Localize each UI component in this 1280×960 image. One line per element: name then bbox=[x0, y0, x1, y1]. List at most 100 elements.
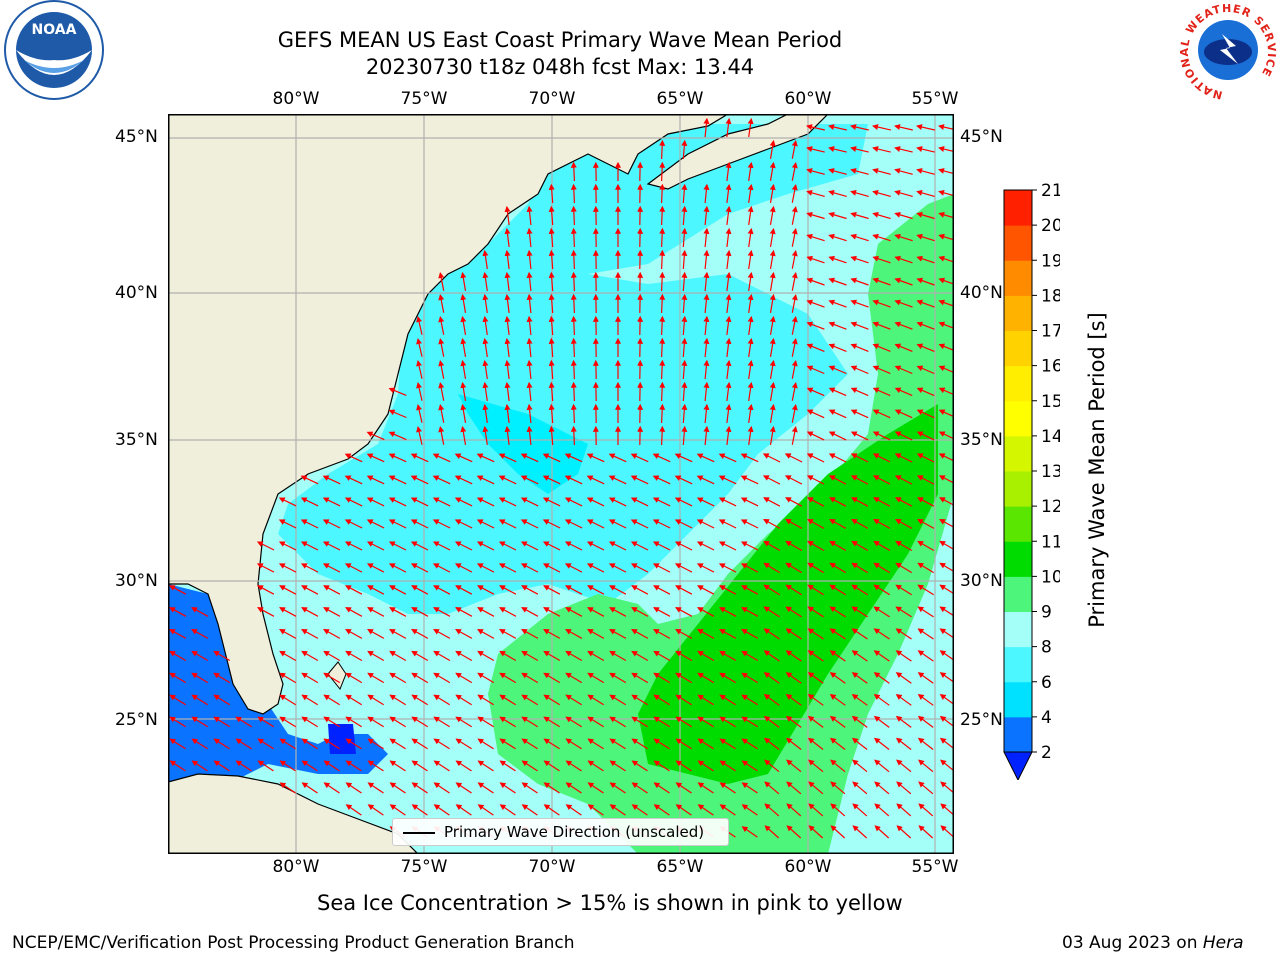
wave-direction-arrow bbox=[526, 293, 533, 314]
wave-direction-arrow bbox=[918, 825, 934, 839]
wave-direction-arrow bbox=[763, 519, 781, 529]
wave-direction-arrow bbox=[916, 277, 935, 286]
wave-direction-arrow bbox=[741, 650, 759, 662]
wave-direction-arrow bbox=[542, 541, 561, 551]
wave-direction-arrow bbox=[570, 381, 577, 402]
wave-direction-arrow bbox=[411, 738, 428, 750]
wave-direction-arrow bbox=[896, 825, 912, 839]
wave-direction-arrow bbox=[828, 475, 847, 485]
wave-direction-arrow bbox=[674, 563, 693, 573]
wave-direction-arrow bbox=[894, 321, 913, 330]
wave-direction-arrow bbox=[548, 381, 555, 402]
colorbar-bin bbox=[1004, 646, 1032, 683]
wave-direction-arrow bbox=[681, 183, 688, 204]
wave-direction-arrow bbox=[460, 381, 467, 401]
wave-direction-arrow bbox=[786, 825, 802, 839]
wave-direction-arrow bbox=[345, 716, 363, 728]
wave-direction-arrow bbox=[872, 409, 891, 419]
wave-direction-arrow bbox=[741, 716, 759, 728]
wave-direction-arrow bbox=[586, 519, 605, 529]
wave-direction-arrow bbox=[696, 541, 715, 551]
wave-direction-arrow bbox=[895, 693, 912, 706]
wave-direction-arrow bbox=[504, 425, 511, 445]
wave-direction-arrow bbox=[542, 497, 561, 507]
wave-direction-arrow bbox=[191, 738, 208, 750]
wave-direction-arrow bbox=[659, 293, 666, 314]
wave-direction-arrow bbox=[477, 716, 495, 728]
wave-direction-arrow bbox=[703, 381, 710, 402]
wave-direction-arrow bbox=[366, 453, 385, 463]
wave-direction-arrow bbox=[520, 453, 539, 463]
wave-direction-arrow bbox=[257, 607, 275, 617]
wave-direction-arrow bbox=[851, 540, 869, 552]
wave-direction-arrow bbox=[740, 453, 759, 463]
wave-direction-arrow bbox=[169, 629, 187, 639]
wave-direction-arrow bbox=[301, 760, 318, 772]
wave-direction-arrow bbox=[696, 453, 715, 463]
wave-direction-arrow bbox=[763, 628, 780, 640]
wave-direction-arrow bbox=[477, 650, 495, 662]
wave-direction-arrow bbox=[852, 781, 868, 795]
wave-direction-arrow bbox=[504, 359, 511, 379]
wave-direction-arrow bbox=[718, 497, 737, 507]
wave-direction-arrow bbox=[916, 299, 935, 308]
wave-direction-arrow bbox=[455, 672, 473, 684]
wave-direction-arrow bbox=[918, 803, 934, 817]
wave-direction-arrow bbox=[829, 737, 846, 750]
wave-direction-arrow bbox=[608, 519, 627, 529]
wave-direction-arrow bbox=[674, 475, 693, 485]
wave-direction-arrow bbox=[653, 672, 671, 684]
wave-direction-arrow bbox=[872, 475, 891, 485]
wave-direction-arrow bbox=[323, 629, 341, 639]
wave-direction-arrow bbox=[807, 519, 825, 529]
wave-direction-arrow bbox=[850, 453, 869, 463]
wave-direction-arrow bbox=[872, 321, 891, 330]
wave-direction-arrow bbox=[631, 738, 648, 750]
wave-direction-arrow bbox=[917, 519, 935, 529]
wave-direction-arrow bbox=[548, 403, 555, 424]
wave-direction-arrow bbox=[438, 316, 445, 335]
wave-direction-arrow bbox=[786, 759, 802, 773]
wave-direction-arrow bbox=[763, 562, 781, 574]
wave-direction-arrow bbox=[872, 189, 891, 197]
wave-direction-arrow bbox=[548, 293, 555, 314]
wave-direction-arrow bbox=[741, 782, 758, 794]
wave-direction-arrow bbox=[828, 255, 847, 264]
wave-direction-arrow bbox=[829, 715, 846, 728]
wave-direction-arrow bbox=[769, 183, 776, 203]
wave-direction-arrow bbox=[565, 694, 583, 706]
wave-direction-arrow bbox=[460, 337, 467, 357]
wave-direction-arrow bbox=[741, 826, 758, 838]
legend-label: Primary Wave Direction (unscaled) bbox=[444, 823, 705, 841]
wave-direction-arrow bbox=[828, 299, 847, 308]
wave-direction-arrow bbox=[828, 124, 847, 131]
wave-direction-arrow bbox=[769, 403, 776, 423]
lon-tick-top-60w: 60°W bbox=[784, 89, 832, 109]
wave-direction-arrow bbox=[367, 650, 385, 662]
wave-direction-arrow bbox=[872, 453, 891, 463]
wave-direction-arrow bbox=[609, 804, 626, 816]
wave-direction-arrow bbox=[323, 694, 341, 706]
wave-direction-arrow bbox=[829, 606, 846, 618]
wave-direction-arrow bbox=[169, 738, 186, 750]
wave-direction-arrow bbox=[850, 409, 869, 419]
wave-direction-arrow bbox=[389, 716, 407, 728]
wave-direction-arrow bbox=[806, 365, 825, 375]
wave-direction-arrow bbox=[675, 672, 693, 684]
wave-direction-arrow bbox=[548, 337, 555, 358]
wave-direction-arrow bbox=[631, 694, 649, 706]
wave-direction-arrow bbox=[659, 403, 666, 424]
wave-direction-arrow bbox=[725, 161, 732, 181]
wave-direction-arrow bbox=[455, 804, 472, 816]
wave-direction-arrow bbox=[851, 650, 868, 662]
colorbar-tick-label: 4 bbox=[1041, 708, 1052, 728]
wave-direction-arrow bbox=[851, 737, 868, 750]
wave-direction-arrow bbox=[917, 715, 934, 728]
wave-direction-arrow bbox=[652, 519, 671, 529]
wave-direction-arrow bbox=[916, 365, 935, 375]
wave-direction-arrow bbox=[548, 425, 555, 446]
wave-direction-arrow bbox=[659, 315, 666, 336]
wave-direction-arrow bbox=[916, 146, 935, 153]
wave-direction-arrow bbox=[482, 425, 489, 445]
wave-direction-arrow bbox=[345, 760, 362, 772]
